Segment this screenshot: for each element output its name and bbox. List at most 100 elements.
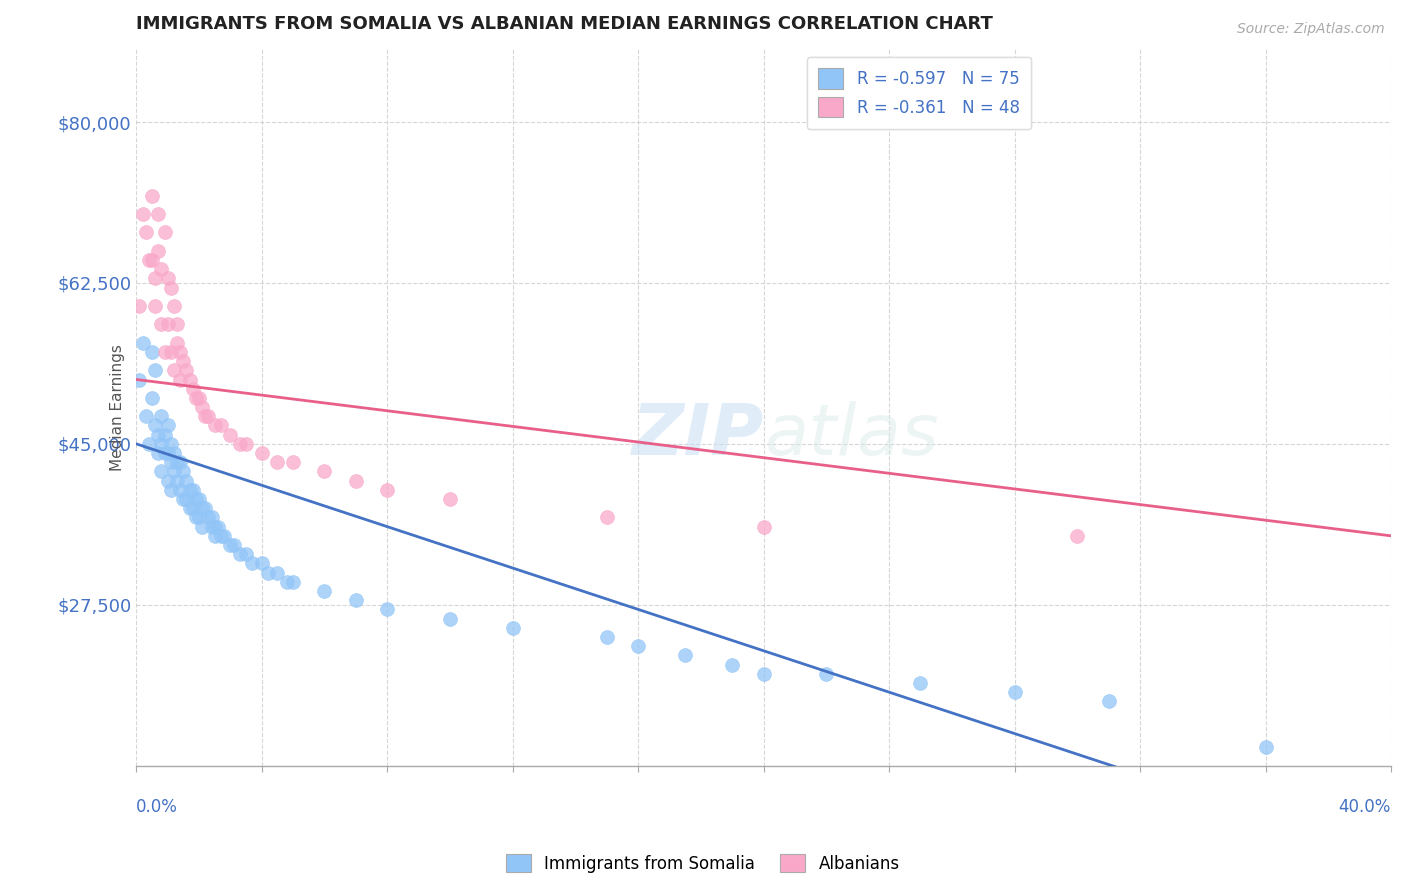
Point [281, 455, 304, 469]
Point [1098, 694, 1121, 708]
Point [131, 207, 153, 221]
Point [138, 437, 160, 451]
Point [156, 418, 179, 433]
Point [169, 345, 191, 359]
Point [148, 427, 170, 442]
Legend: R = -0.597   N = 75, R = -0.361   N = 48: R = -0.597 N = 75, R = -0.361 N = 48 [807, 57, 1032, 129]
Point [439, 491, 461, 506]
Point [150, 465, 173, 479]
Point [219, 427, 242, 442]
Point [138, 252, 160, 267]
Point [181, 501, 204, 516]
Point [172, 491, 194, 506]
Point [197, 510, 219, 524]
Point [184, 491, 207, 506]
Point [128, 299, 150, 313]
Text: Source: ZipAtlas.com: Source: ZipAtlas.com [1237, 22, 1385, 37]
Point [169, 455, 191, 469]
Point [209, 418, 232, 433]
Point [229, 437, 252, 451]
Point [156, 271, 179, 285]
Point [596, 510, 619, 524]
Point [176, 363, 198, 377]
Point [153, 446, 176, 460]
Point [344, 474, 367, 488]
Point [141, 252, 163, 267]
Point [188, 491, 211, 506]
Point [314, 584, 336, 599]
Point [156, 318, 179, 332]
Point [166, 455, 188, 469]
Point [128, 372, 150, 386]
Point [179, 501, 201, 516]
Point [181, 382, 204, 396]
Point [266, 455, 288, 469]
Point [1254, 740, 1277, 755]
Point [257, 566, 280, 580]
Point [148, 244, 170, 258]
Point [159, 483, 181, 497]
Point [156, 474, 179, 488]
Point [204, 519, 226, 533]
Legend: Immigrants from Somalia, Albanians: Immigrants from Somalia, Albanians [499, 847, 907, 880]
Point [200, 510, 222, 524]
Point [141, 188, 163, 202]
Point [166, 318, 188, 332]
Text: IMMIGRANTS FROM SOMALIA VS ALBANIAN MEDIAN EARNINGS CORRELATION CHART: IMMIGRANTS FROM SOMALIA VS ALBANIAN MEDI… [136, 15, 993, 33]
Point [150, 262, 173, 277]
Point [159, 345, 181, 359]
Point [176, 491, 198, 506]
Point [172, 354, 194, 368]
Point [169, 483, 191, 497]
Point [176, 474, 198, 488]
Point [163, 363, 186, 377]
Point [815, 666, 838, 681]
Point [375, 483, 398, 497]
Point [229, 547, 252, 561]
Point [153, 345, 176, 359]
Point [314, 465, 336, 479]
Point [163, 299, 186, 313]
Point [191, 519, 214, 533]
Point [721, 657, 744, 672]
Point [235, 547, 257, 561]
Point [141, 345, 163, 359]
Point [752, 666, 775, 681]
Point [150, 318, 173, 332]
Point [910, 676, 932, 690]
Point [200, 519, 222, 533]
Point [596, 630, 619, 644]
Point [209, 529, 232, 543]
Point [344, 593, 367, 607]
Point [150, 409, 173, 424]
Point [156, 446, 179, 460]
Point [143, 271, 166, 285]
Point [204, 529, 226, 543]
Point [184, 391, 207, 405]
Point [179, 483, 201, 497]
Point [1066, 529, 1088, 543]
Point [222, 538, 245, 552]
Point [159, 280, 181, 294]
Point [131, 335, 153, 350]
Point [752, 519, 775, 533]
Point [143, 418, 166, 433]
Point [163, 446, 186, 460]
Point [148, 446, 170, 460]
Point [143, 363, 166, 377]
Point [166, 474, 188, 488]
Point [375, 602, 398, 616]
Point [266, 566, 288, 580]
Point [159, 455, 181, 469]
Point [148, 207, 170, 221]
Point [153, 226, 176, 240]
Point [194, 409, 217, 424]
Text: ZIP: ZIP [631, 401, 763, 470]
Point [281, 574, 304, 589]
Point [153, 427, 176, 442]
Point [1004, 685, 1026, 699]
Point [197, 409, 219, 424]
Point [191, 501, 214, 516]
Text: atlas: atlas [763, 401, 938, 470]
Point [673, 648, 696, 663]
